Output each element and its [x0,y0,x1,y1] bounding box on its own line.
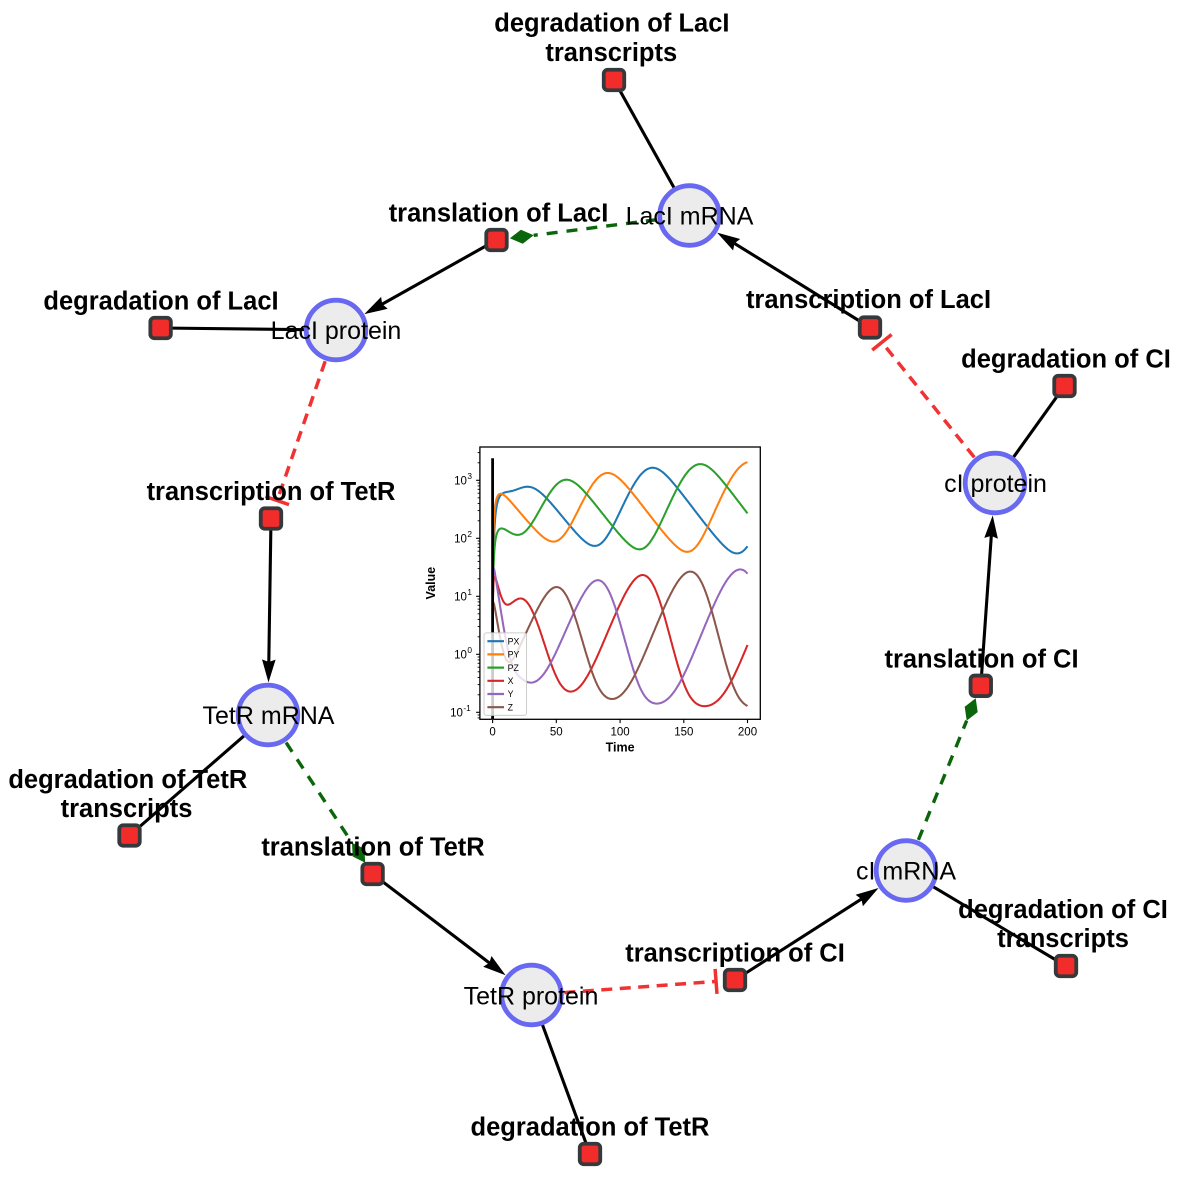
svg-text:10: 10 [450,707,463,719]
svg-text:Value: Value [424,567,438,600]
svg-text:10: 10 [454,649,467,661]
svg-text:cI mRNA: cI mRNA [856,858,956,886]
svg-text:2: 2 [467,529,472,539]
svg-text:degradation of TetR: degradation of TetR [471,1114,710,1142]
svg-text:10: 10 [454,533,467,545]
svg-text:X: X [508,676,514,686]
svg-text:translation of CI: translation of CI [884,645,1078,673]
svg-text:10: 10 [454,591,467,603]
svg-text:transcripts: transcripts [997,925,1129,953]
svg-text:degradation of CI: degradation of CI [961,346,1171,374]
svg-text:degradation of LacI: degradation of LacI [43,288,278,316]
svg-text:3: 3 [467,471,472,481]
svg-text:1: 1 [467,587,472,597]
svg-text:0: 0 [489,726,495,738]
svg-text:TetR mRNA: TetR mRNA [203,702,335,730]
svg-text:200: 200 [738,726,757,738]
svg-text:10: 10 [454,475,467,487]
svg-text:degradation of LacI: degradation of LacI [494,10,729,38]
svg-text:translation of TetR: translation of TetR [261,834,484,862]
svg-text:LacI mRNA: LacI mRNA [626,202,754,230]
svg-text:Time: Time [606,741,635,755]
svg-text:Z: Z [508,702,514,712]
svg-text:TetR protein: TetR protein [464,983,599,1011]
svg-text:Y: Y [508,689,514,699]
svg-text:degradation of CI: degradation of CI [958,896,1168,924]
svg-text:PZ: PZ [508,663,520,673]
svg-text:0: 0 [467,645,472,655]
svg-text:PY: PY [508,650,520,660]
svg-text:degradation of TetR: degradation of TetR [8,766,247,794]
svg-text:LacI protein: LacI protein [271,317,402,345]
svg-text:transcription of TetR: transcription of TetR [147,478,396,506]
svg-text:50: 50 [550,726,563,738]
svg-text:100: 100 [611,726,630,738]
svg-text:transcripts: transcripts [61,795,193,823]
svg-text:150: 150 [674,726,693,738]
svg-text:translation of LacI: translation of LacI [389,200,609,228]
svg-text:PX: PX [508,636,520,646]
svg-text:-1: -1 [463,703,471,713]
svg-text:cI protein: cI protein [944,470,1047,498]
svg-text:transcription of CI: transcription of CI [625,940,845,968]
svg-text:transcripts: transcripts [545,39,677,67]
svg-text:transcription of LacI: transcription of LacI [746,286,991,314]
